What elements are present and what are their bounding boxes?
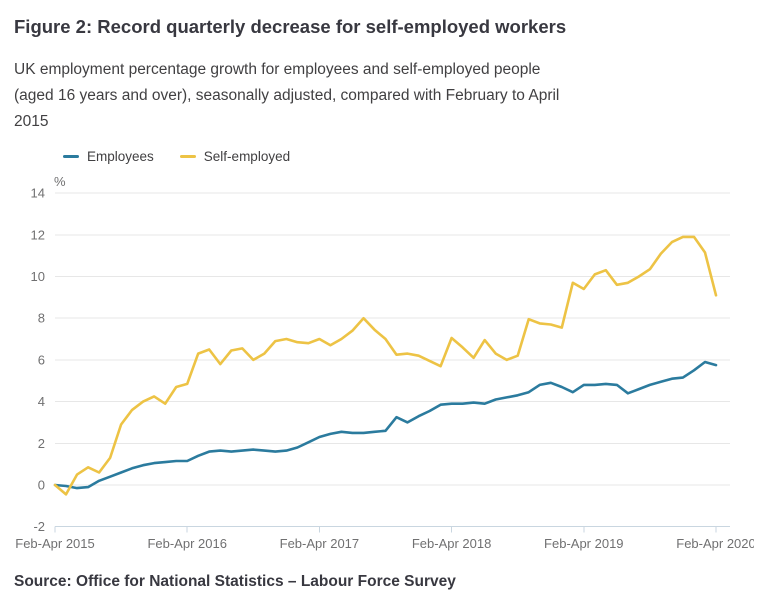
y-tick-label--2: -2 xyxy=(33,519,45,534)
x-tick-label-4: Feb-Apr 2019 xyxy=(544,536,624,551)
chart-legend: Employees Self-employed xyxy=(63,147,754,165)
line-chart: 14 12 10 8 6 4 2 0 -2% Feb-Apr 2015 Feb-Apr 2016 Fe… xyxy=(15,174,754,551)
y-axis-unit-label: % xyxy=(54,174,66,189)
employees-line-swatch-icon xyxy=(63,154,79,158)
figure-title: Figure 2: Record quarterly decrease for … xyxy=(14,16,567,37)
figure-subtitle: UK employment percentage growth for empl… xyxy=(14,61,560,130)
y-tick-label-0: 0 xyxy=(38,478,45,493)
legend-label-self-employed: Self-employed xyxy=(203,148,291,164)
figure-source: Source: Office for National Statistics –… xyxy=(14,573,456,590)
y-tick-label-4: 4 xyxy=(38,394,45,409)
legend-label-employees: Employees xyxy=(87,148,154,164)
legend-item-self-employed: Self-employed xyxy=(179,148,291,164)
x-tick-label-5: Feb-Apr 2020 xyxy=(676,536,754,551)
x-tick-label-0: Feb-Apr 2015 xyxy=(15,536,95,551)
x-tick-label-3: Feb-Apr 2018 xyxy=(412,536,492,551)
legend-item-employees: Employees xyxy=(63,149,154,164)
y-tick-label-6: 6 xyxy=(38,352,45,367)
y-tick-label-14: 14 xyxy=(31,186,45,201)
y-tick-label-2: 2 xyxy=(38,436,45,451)
x-tick-label-1: Feb-Apr 2016 xyxy=(147,536,227,551)
x-tick-label-2: Feb-Apr 2017 xyxy=(280,536,360,551)
y-tick-label-10: 10 xyxy=(31,269,45,284)
employees-series-line xyxy=(53,360,718,490)
self-employed-line-swatch-icon xyxy=(179,154,196,158)
y-tick-label-12: 12 xyxy=(31,227,45,242)
y-tick-label-8: 8 xyxy=(38,311,45,326)
self-employed-series-line xyxy=(53,235,718,496)
